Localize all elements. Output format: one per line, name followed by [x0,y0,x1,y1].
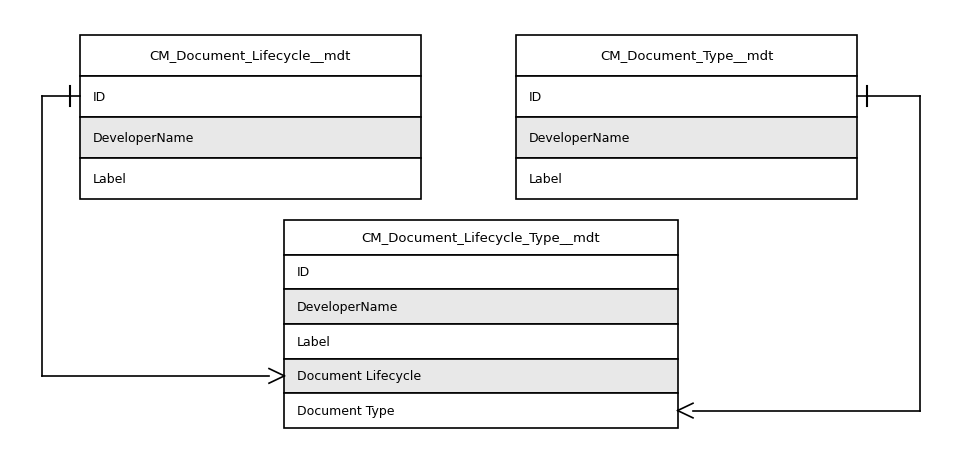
Bar [284,359,677,393]
Bar [516,159,856,200]
Text: Label: Label [529,173,562,186]
Bar [516,36,856,77]
Bar [284,393,677,428]
Text: DeveloperName: DeveloperName [92,132,194,145]
Bar [284,220,677,255]
Text: DeveloperName: DeveloperName [297,300,398,313]
Bar [80,118,420,159]
Bar [516,77,856,118]
Text: CM_Document_Lifecycle_Type__mdt: CM_Document_Lifecycle_Type__mdt [361,231,600,244]
Text: ID: ID [92,91,106,104]
Text: Label: Label [297,335,331,348]
Bar [516,118,856,159]
Text: CM_Document_Type__mdt: CM_Document_Type__mdt [600,50,773,62]
Text: Document Type: Document Type [297,404,394,417]
Bar [284,290,677,324]
Text: ID: ID [297,266,309,279]
Text: CM_Document_Lifecycle__mdt: CM_Document_Lifecycle__mdt [150,50,351,62]
Text: DeveloperName: DeveloperName [529,132,629,145]
Text: Document Lifecycle: Document Lifecycle [297,369,421,382]
Bar [284,324,677,359]
Bar [80,159,420,200]
Bar [80,36,420,77]
Bar [284,255,677,290]
Bar [80,77,420,118]
Text: Label: Label [92,173,126,186]
Text: ID: ID [529,91,542,104]
